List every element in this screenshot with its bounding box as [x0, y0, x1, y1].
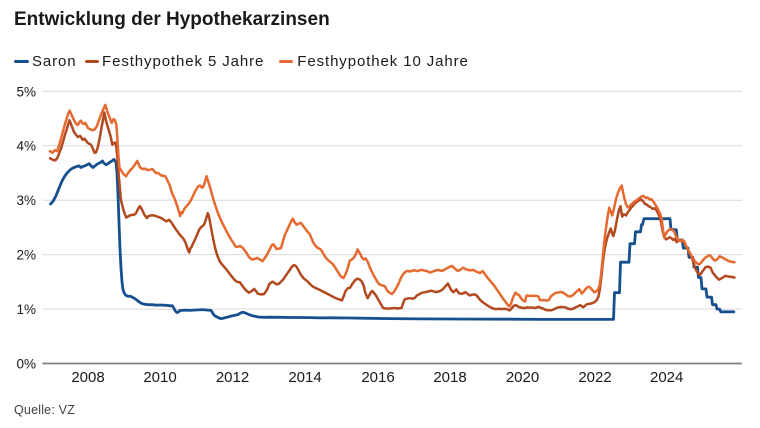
- svg-text:4%: 4%: [16, 139, 36, 154]
- svg-text:2016: 2016: [361, 369, 394, 386]
- svg-text:2022: 2022: [578, 369, 611, 386]
- svg-text:0%: 0%: [16, 357, 36, 372]
- svg-text:2012: 2012: [216, 369, 249, 386]
- svg-text:2020: 2020: [506, 369, 539, 386]
- svg-text:2010: 2010: [143, 369, 176, 386]
- svg-text:2014: 2014: [288, 369, 321, 386]
- svg-text:1%: 1%: [16, 302, 36, 317]
- svg-text:2018: 2018: [433, 369, 466, 386]
- svg-text:2%: 2%: [16, 248, 36, 263]
- svg-text:2024: 2024: [650, 369, 683, 386]
- svg-text:2008: 2008: [71, 369, 104, 386]
- svg-text:5%: 5%: [16, 84, 36, 99]
- svg-text:3%: 3%: [16, 193, 36, 208]
